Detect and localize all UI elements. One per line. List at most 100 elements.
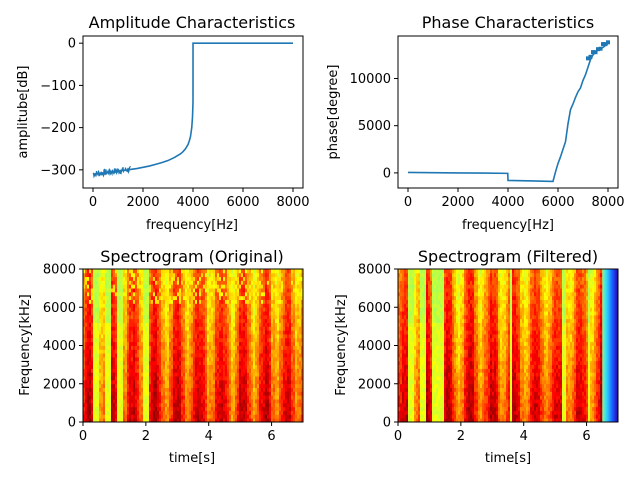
heatmap-cell	[97, 345, 100, 350]
heatmap-cell	[293, 284, 296, 289]
heatmap-cell	[241, 406, 244, 411]
heatmap-cell	[414, 410, 417, 415]
heatmap-cell	[165, 395, 168, 400]
heatmap-cell	[115, 341, 118, 346]
heatmap-cell	[167, 334, 170, 339]
heatmap-cell	[217, 387, 220, 392]
heatmap-cell	[133, 402, 136, 408]
heatmap-cell	[137, 318, 140, 323]
heatmap-cell	[151, 288, 154, 293]
heatmap-cell	[269, 295, 272, 300]
heatmap-cell	[277, 303, 280, 308]
heatmap-cell	[85, 330, 88, 335]
heatmap-cell	[233, 314, 236, 320]
heatmap-cell	[269, 276, 272, 281]
heatmap-cell	[267, 311, 270, 316]
heatmap-cell	[265, 368, 268, 373]
heatmap-cell	[243, 326, 246, 331]
heatmap-cell	[155, 383, 158, 388]
heatmap-cell	[127, 353, 130, 358]
heatmap-cell	[173, 288, 176, 293]
heatmap-cell	[233, 402, 236, 408]
heatmap-cell	[237, 334, 240, 339]
heatmap-cell	[271, 418, 274, 422]
heatmap-cell	[187, 307, 190, 312]
heatmap-cell	[402, 376, 405, 381]
heatmap-cell	[402, 418, 405, 422]
heatmap-cell	[279, 364, 282, 369]
heatmap-cell	[183, 353, 186, 358]
heatmap-cell	[253, 345, 256, 350]
heatmap-cell	[167, 337, 170, 343]
heatmap-cell	[201, 349, 204, 354]
heatmap-cell	[237, 341, 240, 346]
heatmap-cell	[167, 314, 170, 320]
heatmap-cell	[217, 337, 220, 343]
heatmap-cell	[147, 349, 150, 354]
heatmap-cell	[149, 269, 152, 274]
heatmap-cell	[229, 391, 232, 396]
heatmap-cell	[408, 345, 411, 350]
heatmap-cell	[117, 314, 120, 320]
heatmap-cell	[233, 326, 236, 331]
heatmap-cell	[187, 303, 190, 308]
heatmap-cell	[83, 372, 86, 377]
heatmap-cell	[259, 307, 262, 312]
heatmap-cell	[139, 391, 142, 396]
heatmap-cell	[408, 383, 411, 388]
heatmap-cell	[239, 418, 242, 422]
heatmap-cell	[167, 322, 170, 327]
heatmap-cell	[422, 379, 425, 385]
heatmap-cell	[277, 311, 280, 316]
heatmap-cell	[117, 326, 120, 331]
heatmap-cell	[289, 395, 292, 400]
heatmap-cell	[167, 414, 170, 419]
heatmap-cell	[243, 322, 246, 327]
heatmap-cell	[179, 288, 182, 293]
heatmap-cell	[171, 330, 174, 335]
heatmap-cell	[197, 280, 200, 285]
heatmap-cell	[299, 322, 302, 327]
heatmap-cell	[253, 402, 256, 408]
heatmap-cell	[408, 379, 411, 385]
heatmap-cell	[223, 284, 226, 289]
heatmap-cell	[205, 318, 208, 323]
heatmap-cell	[422, 418, 425, 422]
heatmap-cell	[189, 288, 192, 293]
heatmap-cell	[169, 314, 172, 320]
heatmap-cell	[191, 387, 194, 392]
heatmap-cell	[113, 318, 116, 323]
heatmap-cell	[257, 395, 260, 400]
heatmap-cell	[257, 410, 260, 415]
heatmap-cell	[197, 322, 200, 327]
heatmap-cell	[217, 402, 220, 408]
heatmap-cell	[408, 372, 411, 377]
heatmap-cell	[119, 395, 122, 400]
heatmap-cell	[195, 406, 198, 411]
heatmap-cell	[410, 322, 413, 327]
heatmap-cell	[157, 402, 160, 408]
heatmap-cell	[99, 307, 102, 312]
heatmap-cell	[163, 395, 166, 400]
heatmap-cell	[129, 334, 132, 339]
heatmap-cell	[97, 368, 100, 373]
heatmap-cell	[221, 395, 224, 400]
heatmap-cell	[408, 353, 411, 358]
heatmap-cell	[253, 307, 256, 312]
heatmap-cell	[173, 276, 176, 281]
heatmap-cell	[139, 276, 142, 281]
heatmap-cell	[175, 314, 178, 320]
heatmap-cell	[398, 349, 401, 354]
heatmap-cell	[259, 379, 262, 385]
heatmap-cell	[251, 376, 254, 381]
heatmap-cell	[103, 314, 106, 320]
heatmap-cell	[211, 376, 214, 381]
heatmap-cell	[157, 337, 160, 343]
heatmap-cell	[227, 314, 230, 320]
heatmap-cell	[203, 402, 206, 408]
heatmap-cell	[267, 406, 270, 411]
heatmap-cell	[281, 284, 284, 289]
heatmap-cell	[209, 295, 212, 300]
heatmap-cell	[251, 418, 254, 422]
heatmap-cell	[113, 269, 116, 274]
